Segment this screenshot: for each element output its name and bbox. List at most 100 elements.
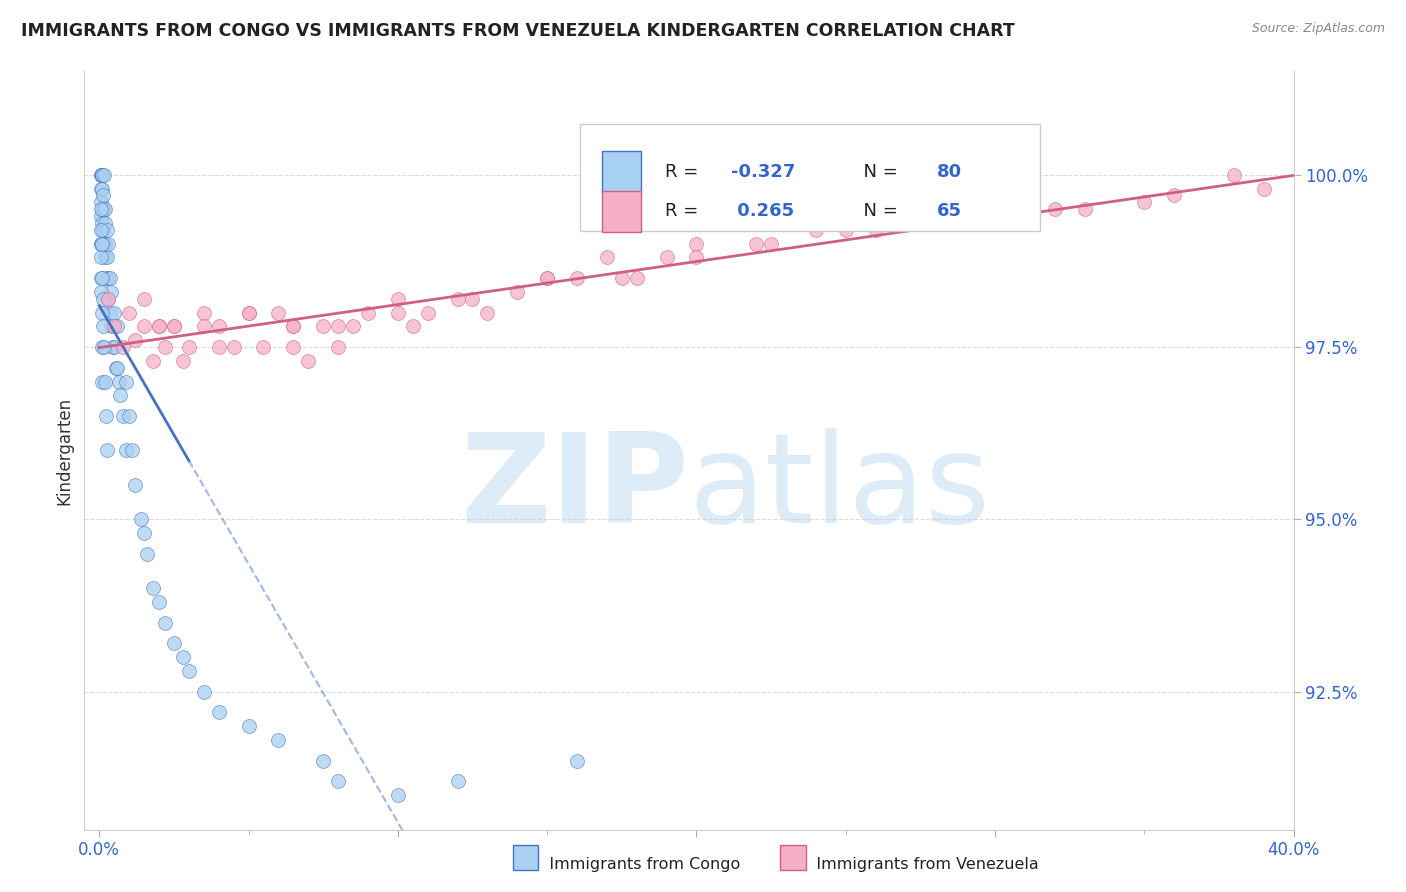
FancyBboxPatch shape bbox=[602, 191, 641, 232]
Point bbox=[745, 236, 768, 251]
Point bbox=[193, 305, 215, 319]
Point bbox=[685, 251, 707, 265]
Text: Immigrants from Congo: Immigrants from Congo bbox=[534, 857, 741, 872]
Point bbox=[132, 526, 155, 541]
Point bbox=[124, 333, 146, 347]
Point bbox=[90, 209, 112, 223]
Point bbox=[402, 319, 425, 334]
Point bbox=[477, 305, 499, 319]
Point bbox=[804, 223, 827, 237]
Point bbox=[93, 236, 115, 251]
Point bbox=[124, 478, 146, 492]
Point bbox=[91, 236, 114, 251]
Point bbox=[112, 340, 135, 354]
Point bbox=[121, 443, 143, 458]
Point bbox=[759, 236, 782, 251]
Point bbox=[91, 292, 114, 306]
Point bbox=[208, 319, 231, 334]
Point bbox=[177, 664, 200, 678]
Text: Source: ZipAtlas.com: Source: ZipAtlas.com bbox=[1251, 22, 1385, 36]
Point bbox=[910, 216, 932, 230]
Point bbox=[446, 774, 468, 789]
Point bbox=[208, 340, 231, 354]
Point bbox=[90, 202, 112, 217]
Text: 0.265: 0.265 bbox=[731, 202, 794, 220]
Point bbox=[91, 271, 114, 285]
Point bbox=[655, 251, 678, 265]
Point bbox=[326, 319, 349, 334]
Point bbox=[326, 774, 349, 789]
Point bbox=[172, 354, 194, 368]
Point bbox=[93, 216, 115, 230]
Point bbox=[148, 319, 170, 334]
Point bbox=[96, 251, 118, 265]
Text: atlas: atlas bbox=[689, 428, 991, 549]
Text: R =: R = bbox=[665, 202, 704, 220]
Text: 65: 65 bbox=[936, 202, 962, 220]
Point bbox=[101, 340, 124, 354]
Point bbox=[685, 236, 707, 251]
Point bbox=[177, 340, 200, 354]
FancyBboxPatch shape bbox=[581, 124, 1039, 230]
Point bbox=[1133, 195, 1156, 210]
Point bbox=[103, 319, 125, 334]
Point bbox=[283, 319, 305, 334]
Point bbox=[90, 236, 112, 251]
Point bbox=[596, 251, 619, 265]
Point bbox=[132, 319, 155, 334]
Point bbox=[90, 285, 112, 299]
Point bbox=[142, 354, 165, 368]
Point bbox=[297, 354, 319, 368]
Point bbox=[283, 340, 305, 354]
Text: N =: N = bbox=[852, 163, 904, 181]
Point bbox=[118, 305, 141, 319]
Point bbox=[91, 319, 114, 334]
Point bbox=[312, 754, 335, 768]
FancyBboxPatch shape bbox=[602, 152, 641, 193]
Point bbox=[93, 340, 115, 354]
Point bbox=[91, 340, 114, 354]
Text: -0.327: -0.327 bbox=[731, 163, 796, 181]
Point bbox=[90, 168, 112, 182]
Point bbox=[100, 285, 122, 299]
Point bbox=[103, 340, 125, 354]
Point bbox=[90, 251, 112, 265]
Point bbox=[238, 305, 260, 319]
Point bbox=[1073, 202, 1095, 217]
Text: IMMIGRANTS FROM CONGO VS IMMIGRANTS FROM VENEZUELA KINDERGARTEN CORRELATION CHAR: IMMIGRANTS FROM CONGO VS IMMIGRANTS FROM… bbox=[21, 22, 1015, 40]
Point bbox=[132, 292, 155, 306]
Point bbox=[91, 305, 114, 319]
Point bbox=[90, 195, 112, 210]
Point bbox=[105, 319, 128, 334]
Point bbox=[90, 236, 112, 251]
Point bbox=[97, 292, 120, 306]
Point bbox=[222, 340, 245, 354]
Point bbox=[90, 202, 112, 217]
Point bbox=[565, 271, 588, 285]
Point bbox=[91, 375, 114, 389]
Point bbox=[112, 409, 135, 423]
Point bbox=[91, 168, 114, 182]
Point bbox=[91, 181, 114, 195]
Point bbox=[312, 319, 335, 334]
Point bbox=[153, 340, 176, 354]
Text: ZIP: ZIP bbox=[460, 428, 689, 549]
Point bbox=[136, 547, 159, 561]
Point bbox=[387, 788, 409, 802]
Point bbox=[104, 360, 127, 375]
Point bbox=[103, 305, 125, 319]
Point bbox=[252, 340, 274, 354]
Point bbox=[387, 292, 409, 306]
Point bbox=[94, 409, 117, 423]
Point bbox=[283, 319, 305, 334]
Y-axis label: Kindergarten: Kindergarten bbox=[55, 396, 73, 505]
Point bbox=[105, 360, 128, 375]
Point bbox=[342, 319, 364, 334]
Point bbox=[107, 375, 129, 389]
Point bbox=[94, 271, 117, 285]
Point bbox=[984, 216, 1007, 230]
Point bbox=[93, 168, 115, 182]
Point bbox=[148, 595, 170, 609]
Point bbox=[97, 292, 120, 306]
Point bbox=[115, 443, 138, 458]
